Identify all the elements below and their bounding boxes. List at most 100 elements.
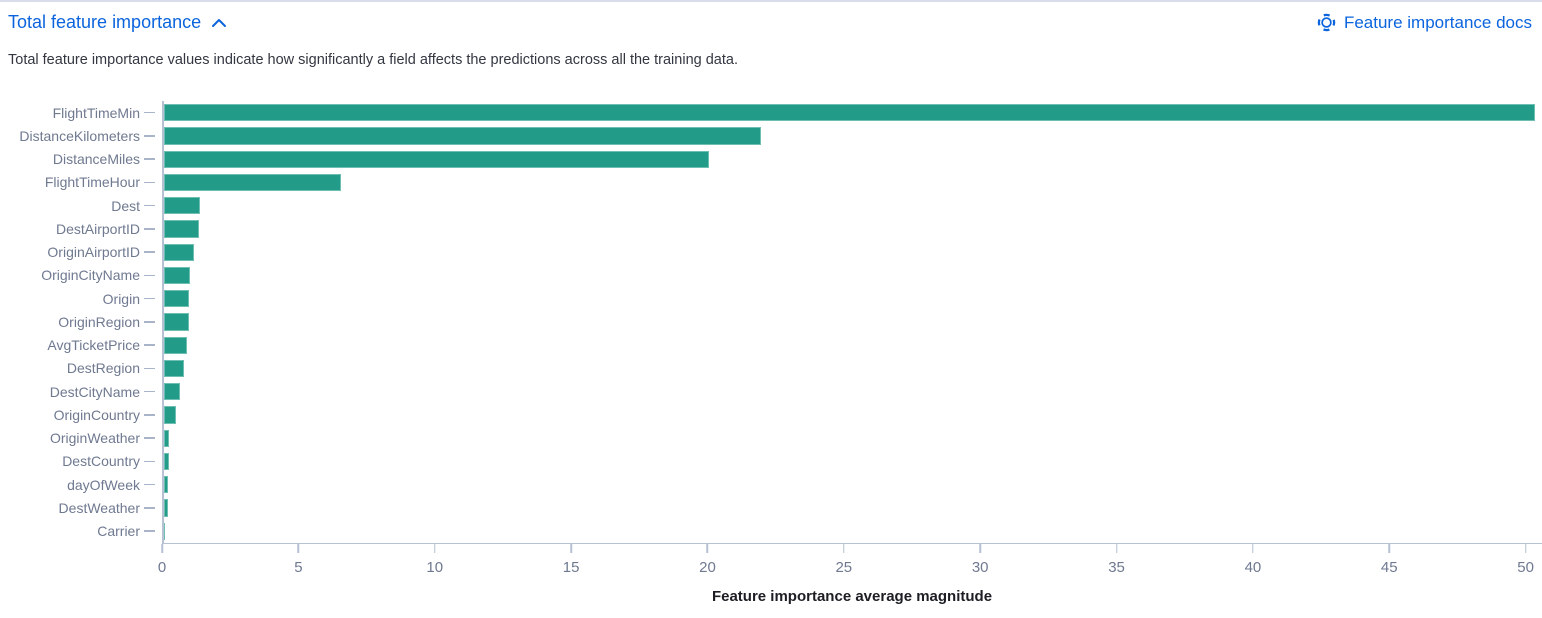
bar-FlightTimeHour[interactable] [163,173,341,191]
y-tick-zone [140,437,162,439]
docs-link-label: Feature importance docs [1343,12,1532,32]
bar-OriginCityName[interactable] [163,266,190,284]
plot-cell [162,101,1542,124]
y-tick-zone [140,204,162,207]
plot-cell [162,194,1542,217]
bar-Carrier[interactable] [163,522,165,540]
y-tick-mark [144,297,155,300]
plot-cell [162,450,1542,473]
x-tick-mark [1388,543,1391,553]
y-axis-label: FlightTimeMin [52,104,140,121]
y-tick-zone [140,158,162,160]
chart-row: DistanceMiles [8,148,1542,171]
bar-OriginAirportID[interactable] [163,243,194,261]
plot-cell [162,148,1542,171]
y-axis-label: OriginWeather [49,430,140,447]
y-tick-mark [144,367,155,370]
y-axis-label: OriginCountry [53,406,140,423]
y-axis-label: dayOfWeek [67,476,140,493]
chart-row: Origin [8,287,1542,310]
chart-row: Dest [8,194,1542,217]
y-tick-mark [144,111,155,114]
chart-row: Carrier [8,520,1542,543]
bar-dayOfWeek[interactable] [163,476,169,494]
plot-cell [162,496,1542,519]
x-tick-mark [1252,543,1254,553]
y-tick-zone [140,135,162,137]
bar-DestCityName[interactable] [163,383,180,401]
y-tick-mark [144,344,155,346]
bar-DestRegion[interactable] [163,359,184,377]
total-feature-importance-accordion-toggle[interactable]: Total feature importance [8,12,227,33]
chart-row: AvgTicketPrice [8,334,1542,357]
chart-row: FlightTimeMin [8,101,1542,124]
bar-OriginRegion[interactable] [163,313,189,331]
y-tick-zone [140,390,162,393]
bar-rows: FlightTimeMin DistanceKilometers DistanceM… [8,101,1542,543]
bar-OriginWeather[interactable] [163,429,169,447]
bar-FlightTimeMin[interactable] [163,104,1536,122]
chart-row: OriginRegion [8,310,1542,333]
x-tick-mark [570,543,572,553]
top-divider [0,0,1542,2]
bar-OriginCountry[interactable] [163,406,176,424]
bar-AvgTicketPrice[interactable] [163,336,187,354]
y-tick-mark [144,321,155,323]
plot-cell [162,310,1542,333]
plot-cell [162,427,1542,450]
y-tick-mark [144,460,155,463]
y-axis-label: DestRegion [66,360,140,377]
x-tick-label: 25 [835,558,853,576]
bar-Dest[interactable] [163,197,201,215]
y-axis-label: DestAirportID [55,220,140,237]
y-tick-mark [144,437,155,439]
x-tick-label: 5 [294,558,303,576]
x-tick-label: 20 [699,558,716,576]
bar-DestWeather[interactable] [163,499,168,517]
y-tick-mark [144,181,155,184]
y-tick-mark [144,507,155,509]
x-axis-title: Feature importance average magnitude [711,587,993,605]
bar-DistanceKilometers[interactable] [163,127,761,145]
x-tick-label: 15 [562,558,580,576]
chart-row: OriginCountry [8,403,1542,426]
bar-DestCountry[interactable] [163,452,169,470]
plot-cell [162,171,1542,194]
chart-row: DestCountry [8,450,1542,473]
x-tick-label: 10 [426,558,444,576]
y-tick-zone [140,228,162,230]
chart-row: FlightTimeHour [8,171,1542,194]
x-tick-mark [161,543,163,553]
y-tick-zone [140,251,162,253]
y-axis-line [162,101,164,543]
plot-cell [162,403,1542,426]
feature-importance-docs-link[interactable]: Feature importance docs [1317,13,1532,33]
chart-row: DestWeather [8,496,1542,519]
y-tick-zone [140,111,162,114]
bar-DestAirportID[interactable] [163,220,199,238]
x-tick-label: 45 [1380,558,1398,576]
chart-row: DistanceKilometers [8,124,1542,147]
y-axis-label: DestCityName [49,383,140,400]
y-tick-mark [144,135,155,137]
y-axis-label: Carrier [97,523,140,540]
y-axis-label: DestCountry [62,453,140,470]
x-tick-mark [979,543,981,553]
x-tick-mark [706,543,709,553]
panel-description: Total feature importance values indicate… [8,52,738,68]
bar-DistanceMiles[interactable] [163,150,709,168]
plot-cell [162,357,1542,380]
x-tick-label: 30 [971,558,989,576]
y-tick-mark [144,530,155,532]
y-tick-zone [140,321,162,323]
bar-Origin[interactable] [163,290,190,308]
y-axis-label: DestWeather [58,499,140,516]
y-axis-label: Dest [111,197,140,214]
feature-importance-chart: FlightTimeMin DistanceKilometers DistanceM… [8,101,1542,607]
x-tick-mark [1524,543,1527,553]
x-tick-mark [1115,543,1118,553]
y-tick-zone [140,460,162,463]
x-tick-label: 40 [1244,558,1262,576]
y-axis-label: DistanceKilometers [19,127,140,144]
chart-row: DestCityName [8,380,1542,403]
